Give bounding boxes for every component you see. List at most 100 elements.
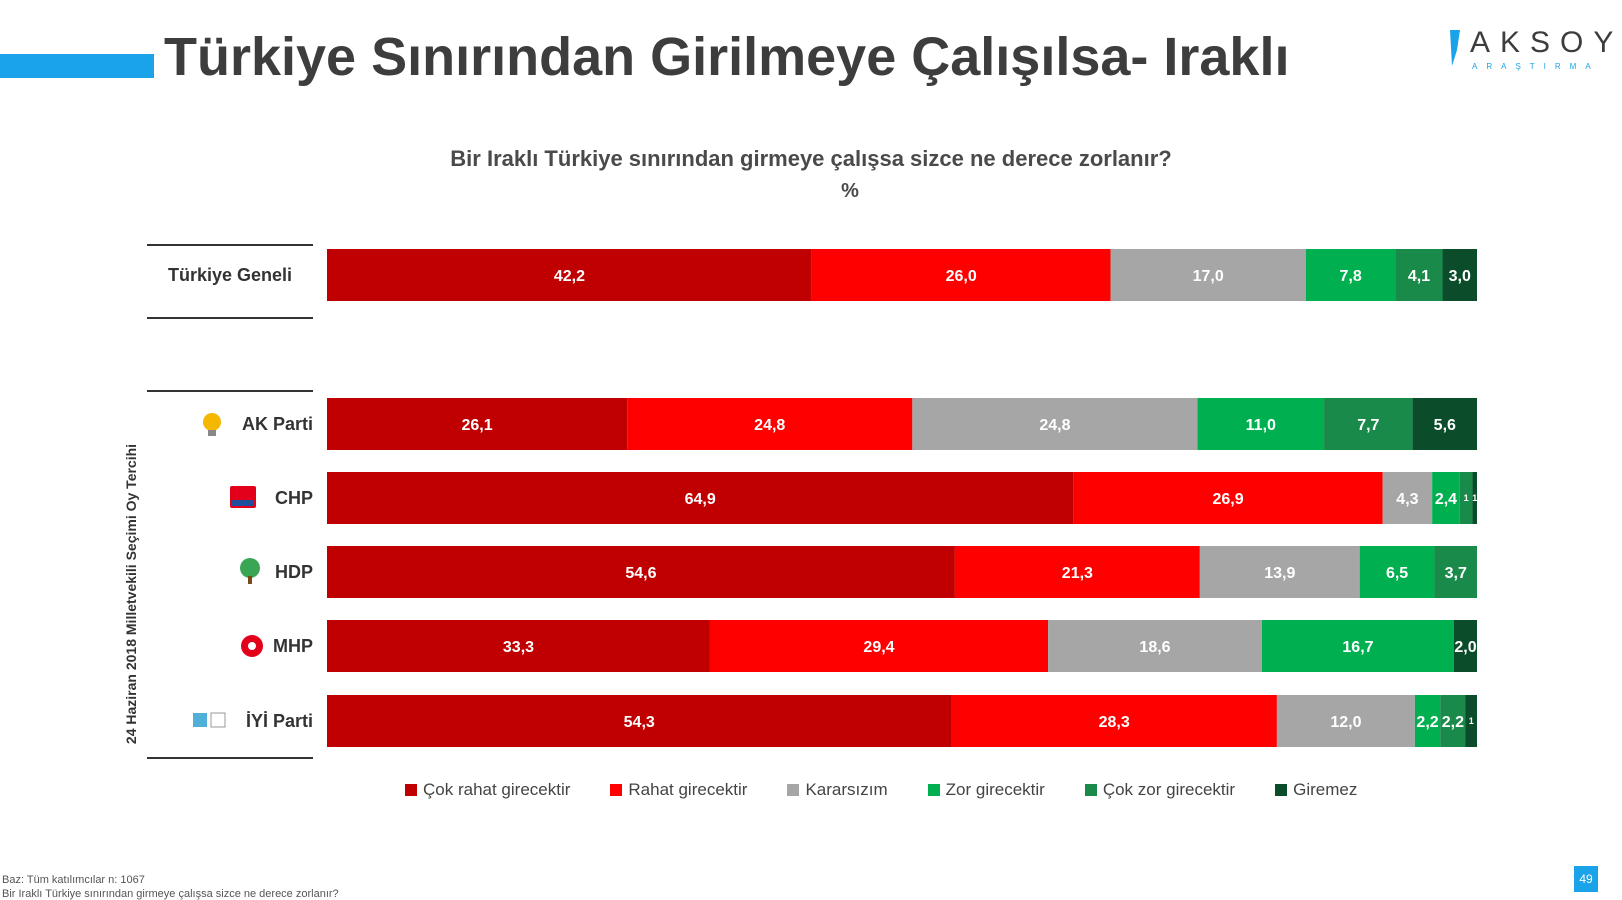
bar-segment-turkiye-geneli-2: [1110, 249, 1306, 301]
legend-swatch: [405, 784, 417, 796]
bar-segment-mhp-2: [1048, 620, 1262, 672]
mhp-logo-icon: [241, 635, 263, 657]
chart-dividers: [147, 244, 313, 759]
legend-item-4: Çok zor girecektir: [1084, 780, 1236, 800]
data-label-iyi-parti-5: 1: [1469, 716, 1474, 726]
legend-swatch: [787, 784, 800, 796]
ak-parti-logo-icon: [203, 413, 221, 436]
data-label-chp-3: 2,4: [1435, 491, 1457, 508]
data-label-hdp-1: 21,3: [1062, 565, 1093, 582]
legend-item-5: Giremez: [1275, 780, 1357, 800]
data-label-turkiye-geneli-3: 7,8: [1340, 268, 1362, 285]
bar-segment-chp-1: [1073, 472, 1383, 524]
footnote-base: Baz: Tüm katılımcılar n: 1067: [2, 874, 145, 886]
data-label-ak-parti-5: 5,6: [1434, 417, 1456, 434]
data-label-chp-4: 1: [1464, 493, 1469, 503]
data-label-hdp-3: 6,5: [1386, 565, 1408, 582]
legend-swatch: [610, 784, 623, 796]
bar-segment-turkiye-geneli-1: [811, 249, 1111, 301]
bar-segment-hdp-2: [1199, 546, 1360, 598]
data-label-mhp-5: 2,0: [1454, 639, 1476, 656]
bar-segment-hdp-0: [327, 546, 955, 598]
data-label-iyi-parti-1: 28,3: [1099, 714, 1130, 731]
data-label-turkiye-geneli-2: 17,0: [1193, 268, 1224, 285]
data-label-mhp-1: 29,4: [863, 639, 894, 656]
logo-mark-icon: [1450, 30, 1460, 66]
iyi-parti-logo-icon: [193, 712, 226, 728]
logo-subtitle: ARAŞTIRMA: [1472, 62, 1600, 71]
bars-group: 42,2 26,0 17,0 7,8 4,1 3,0 26,1 24,8 24,8 11,0 7,7…: [327, 249, 1477, 747]
bar-segment-ak-parti-4: [1324, 398, 1413, 450]
row-labels-group: Türkiye Geneli AK Parti CHP HDP MHP İYİ Parti: [168, 265, 313, 731]
bar-segment-ak-parti-2: [912, 398, 1198, 450]
legend-label: Çok zor girecektir: [1102, 780, 1236, 799]
bar-segment-mhp-5: [1454, 620, 1477, 672]
data-label-chp-0: 64,9: [685, 491, 716, 508]
data-label-turkiye-geneli-5: 3,0: [1449, 268, 1471, 285]
bar-segment-iyi-parti-2: [1276, 695, 1415, 747]
data-label-turkiye-geneli-1: 26,0: [946, 268, 977, 285]
bar-segment-iyi-parti-0: [327, 695, 952, 747]
row-label-ak-parti: AK Parti: [242, 414, 313, 434]
bar-segment-hdp-4: [1434, 546, 1477, 598]
data-label-iyi-parti-2: 12,0: [1330, 714, 1361, 731]
data-label-iyi-parti-3: 2,2: [1416, 714, 1438, 731]
bar-segment-ak-parti-3: [1197, 398, 1325, 450]
data-label-ak-parti-0: 26,1: [462, 417, 493, 434]
bar-segment-mhp-1: [709, 620, 1049, 672]
bar-segment-iyi-parti-1: [951, 695, 1277, 747]
page-title: Türkiye Sınırından Girilmeye Çalışılsa- …: [164, 27, 1290, 87]
party-icons-group: [193, 413, 263, 728]
row-label-hdp: HDP: [275, 562, 313, 582]
data-label-iyi-parti-0: 54,3: [624, 714, 655, 731]
legend-swatch: [1275, 784, 1288, 796]
aksoy-logo: AKSOY ARAŞTIRMA: [1448, 24, 1613, 76]
bar-segment-chp-4: [1459, 472, 1473, 524]
bar-segment-iyi-parti-4: [1440, 695, 1466, 747]
legend-swatch: [927, 784, 940, 796]
chp-logo-icon: [230, 486, 256, 508]
legend-label: Çok rahat girecektir: [423, 780, 571, 799]
bar-segment-chp-0: [327, 472, 1074, 524]
bar-segment-ak-parti-0: [327, 398, 628, 450]
legend-label: Kararsızım: [805, 780, 888, 799]
title-accent-bar: [0, 54, 154, 78]
legend-item-1: Rahat girecektir: [610, 780, 747, 800]
bar-segment-mhp-3: [1261, 620, 1454, 672]
chart-unit: %: [841, 180, 859, 202]
legend-item-2: Kararsızım: [787, 780, 888, 800]
footnote-question: Bir Iraklı Türkiye sınırından girmeye ça…: [2, 888, 339, 900]
data-label-chp-5: 1: [1472, 493, 1477, 503]
bar-segment-ak-parti-1: [627, 398, 913, 450]
bar-segment-turkiye-geneli-0: [327, 249, 812, 301]
legend-item-0: Çok rahat girecektir: [405, 780, 570, 800]
data-label-chp-2: 4,3: [1396, 491, 1418, 508]
bar-segment-chp-2: [1382, 472, 1433, 524]
page-number: 49: [1574, 866, 1598, 892]
bar-segment-chp-5: [1472, 472, 1477, 524]
legend-swatch: [1084, 784, 1097, 796]
row-label-iyi-parti: İYİ Parti: [246, 711, 313, 731]
legend-label: Rahat girecektir: [628, 780, 748, 799]
data-label-iyi-parti-4: 2,2: [1442, 714, 1464, 731]
chart-question: Bir Iraklı Türkiye sınırından girmeye ça…: [450, 146, 1172, 171]
data-label-chp-1: 26,9: [1212, 491, 1243, 508]
legend-label: Zor girecektir: [945, 780, 1045, 799]
bar-segment-mhp-0: [327, 620, 710, 672]
data-label-mhp-0: 33,3: [503, 639, 534, 656]
bar-segment-chp-3: [1432, 472, 1460, 524]
data-label-turkiye-geneli-0: 42,2: [554, 268, 585, 285]
group-axis-label: 24 Haziran 2018 Milletvekili Seçimi Oy T…: [123, 444, 139, 744]
data-label-ak-parti-4: 7,7: [1357, 417, 1379, 434]
data-label-hdp-0: 54,6: [625, 565, 656, 582]
logo-name: AKSOY: [1470, 26, 1622, 59]
legend-label: Giremez: [1293, 780, 1358, 799]
data-label-ak-parti-3: 11,0: [1246, 417, 1276, 434]
bar-segment-hdp-3: [1359, 546, 1435, 598]
data-label-turkiye-geneli-4: 4,1: [1408, 268, 1430, 285]
row-label-chp: CHP: [275, 488, 313, 508]
bar-segment-iyi-parti-3: [1414, 695, 1441, 747]
bar-segment-ak-parti-5: [1412, 398, 1477, 450]
data-label-hdp-2: 13,9: [1264, 565, 1295, 582]
